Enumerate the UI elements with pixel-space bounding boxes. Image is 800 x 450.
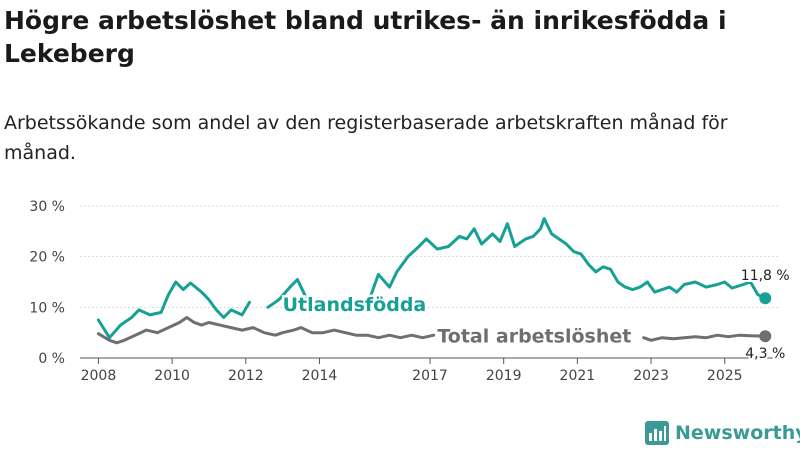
newsworthy-logo-icon xyxy=(645,421,669,445)
unemployment-line-chart: 0 % 10 % 20 % 30 % 2008 2010 2012 2014 2017 2019 2… xyxy=(29,199,791,384)
chart-title: Högre arbetslöshet bland utrikes- än inr… xyxy=(4,6,727,68)
chart-subtitle: Arbetssökande som andel av den registerb… xyxy=(4,112,728,164)
series-end-marker xyxy=(759,330,772,343)
y-tick-label: 0 % xyxy=(38,351,65,367)
series-end-label: 4,3 % xyxy=(745,346,785,362)
series-line xyxy=(96,217,767,340)
brand-name: Newsworthy xyxy=(675,422,800,444)
y-tick-label: 30 % xyxy=(29,199,65,215)
x-tick-label: 2008 xyxy=(81,368,117,384)
series-end-label: 11,8 % xyxy=(741,268,790,284)
x-tick-label: 2025 xyxy=(707,368,743,384)
series-end-marker xyxy=(759,292,772,305)
newsworthy-brand: Newsworthy xyxy=(645,419,800,447)
x-tick-label: 2023 xyxy=(633,368,669,384)
x-tick-label: 2010 xyxy=(154,368,190,384)
x-tick-label: 2014 xyxy=(302,368,338,384)
y-tick-label: 10 % xyxy=(29,300,65,316)
series-line xyxy=(96,316,767,345)
y-tick-label: 20 % xyxy=(29,250,65,266)
series-annotation: Total arbetslöshet xyxy=(437,326,631,348)
x-tick-label: 2012 xyxy=(228,368,264,384)
x-tick-label: 2019 xyxy=(486,368,522,384)
series-annotation: Utlandsfödda xyxy=(283,294,427,316)
x-tick-label: 2017 xyxy=(412,368,448,384)
x-tick-label: 2021 xyxy=(560,368,596,384)
